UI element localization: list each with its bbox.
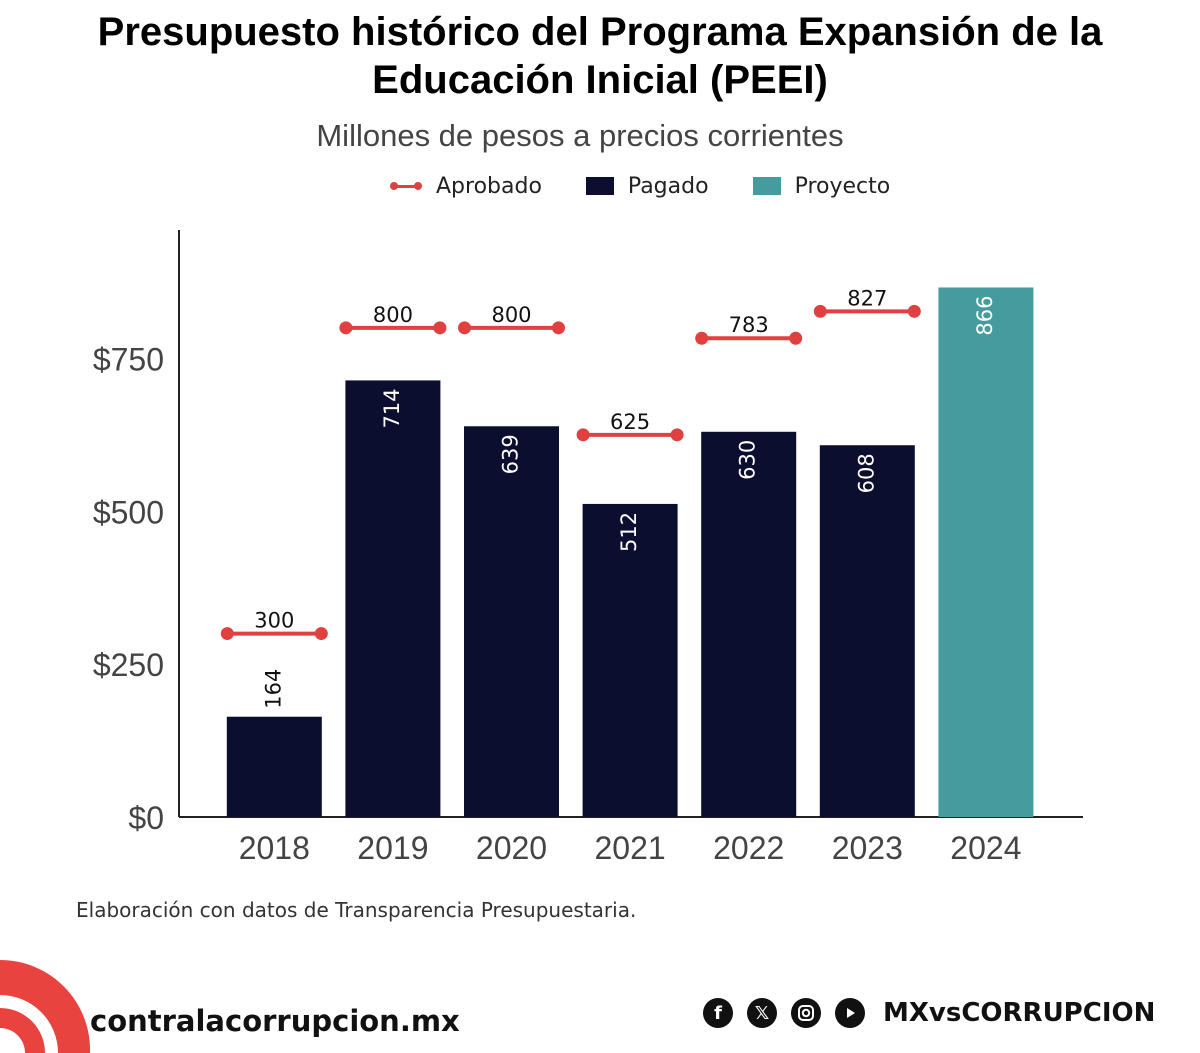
- bar-chart: $0 $250 $500 $750 164 2018 300 714 2019 800 639 202…: [93, 230, 1083, 866]
- legend-item-approved: Aprobado: [390, 174, 542, 199]
- y-tick-label: $0: [128, 800, 164, 836]
- approved-value-label: 625: [610, 410, 650, 434]
- x-tick-label: 2018: [239, 830, 310, 866]
- legend-swatch-approved: [390, 177, 422, 195]
- x-icon[interactable]: 𝕏: [747, 998, 777, 1028]
- legend-label-approved: Aprobado: [436, 173, 542, 199]
- x-tick-label: 2024: [950, 830, 1021, 866]
- bar-value-label: 608: [854, 453, 878, 493]
- bar-paid: [582, 503, 678, 817]
- approved-point: [695, 331, 709, 345]
- y-tick-label: $750: [93, 341, 164, 377]
- bar-projected: [938, 287, 1034, 818]
- approved-point: [458, 321, 471, 335]
- social-links: f 𝕏 MXvsCORRUPCION: [703, 998, 1155, 1028]
- bar-paid: [345, 380, 441, 817]
- y-tick-label: $500: [93, 494, 164, 530]
- approved-point: [220, 627, 234, 641]
- bar-paid: [464, 426, 559, 817]
- bar-value-label: 512: [617, 512, 641, 552]
- source-note: Elaboración con datos de Transparencia P…: [76, 898, 637, 922]
- legend-label-projected: Proyecto: [794, 173, 891, 199]
- approved-value-label: 827: [847, 286, 887, 310]
- social-handle: MXvsCORRUPCION: [883, 998, 1156, 1028]
- bar-value-label: 164: [261, 669, 285, 709]
- approved-point: [907, 304, 921, 318]
- chart-title-line-2: Educación Inicial (PEEI): [372, 58, 828, 102]
- approved-point: [552, 321, 565, 335]
- x-tick-label: 2022: [713, 830, 784, 866]
- approved-value-label: 783: [729, 313, 769, 337]
- approved-value-label: 800: [373, 303, 413, 327]
- bar-paid: [701, 431, 797, 817]
- chart-title-line-1: Presupuesto histórico del Programa Expan…: [97, 10, 1103, 54]
- approved-point: [314, 627, 328, 641]
- bar-paid: [819, 445, 915, 817]
- legend-item-paid: Pagado: [585, 173, 709, 199]
- x-tick-label: 2023: [832, 830, 903, 866]
- y-tick-label: $250: [93, 647, 164, 683]
- bar-value-label: 714: [380, 388, 404, 428]
- brand-logo-icon: [0, 960, 90, 1053]
- chart-title: Presupuesto histórico del Programa Expan…: [0, 8, 1200, 104]
- approved-value-label: 800: [491, 303, 531, 327]
- legend-label-paid: Pagado: [627, 173, 709, 199]
- bar-value-label: 630: [736, 440, 760, 480]
- chart-legend: Aprobado Pagado Proyecto: [390, 170, 890, 202]
- facebook-icon[interactable]: f: [703, 998, 733, 1028]
- approved-value-label: 300: [254, 609, 294, 633]
- bar-value-label: 639: [499, 434, 523, 474]
- bar-paid: [226, 716, 322, 817]
- x-tick-label: 2020: [476, 830, 547, 866]
- approved-point: [670, 428, 684, 442]
- x-tick-label: 2021: [595, 830, 666, 866]
- x-tick-label: 2019: [357, 830, 428, 866]
- legend-item-projected: Proyecto: [752, 173, 891, 199]
- approved-point: [339, 321, 353, 335]
- bar-value-label: 866: [973, 295, 997, 335]
- chart-subtitle: Millones de pesos a precios corrientes: [316, 118, 844, 153]
- legend-swatch-paid: [585, 177, 614, 195]
- approved-point: [813, 304, 827, 318]
- youtube-icon[interactable]: [835, 998, 865, 1028]
- approved-point: [576, 428, 590, 442]
- legend-swatch-projected: [752, 177, 781, 195]
- approved-point: [433, 321, 447, 335]
- instagram-icon[interactable]: [791, 998, 821, 1028]
- approved-point: [789, 331, 803, 345]
- site-url: contralacorrupcion.mx: [90, 1004, 460, 1038]
